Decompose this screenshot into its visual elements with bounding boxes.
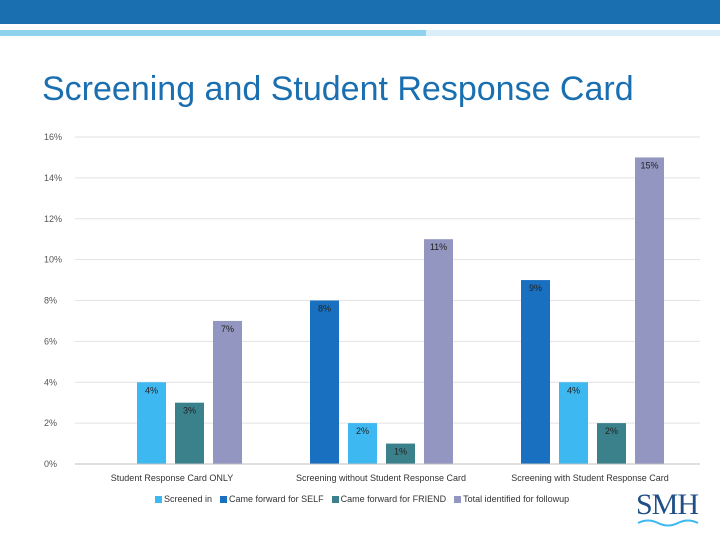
bar-chart: 0% 2% 4% 6% 8% 10% 12% 14% 16% 4% 3% 7% 8% 2% 1% 11% 9% 4… (44, 132, 700, 483)
y-tick-label: 14% (44, 173, 62, 183)
x-tick-label: Student Response Card ONLY (111, 473, 233, 483)
bar (175, 402, 204, 464)
y-tick-label: 0% (44, 459, 57, 469)
legend-label: Came forward for FRIEND (340, 494, 447, 504)
legend-swatch (454, 495, 462, 503)
bar-data-label: 11% (430, 242, 447, 252)
smh-logo: SMH (636, 488, 706, 528)
header-accent-strip-pale (426, 30, 720, 36)
bar-data-label: 8% (318, 304, 331, 314)
bar-data-label: 4% (567, 385, 580, 395)
bar-data-label: 4% (145, 385, 158, 395)
bar-data-label: 9% (529, 283, 542, 293)
bar (521, 280, 550, 464)
bar (424, 239, 453, 464)
legend-item: Total identified for followup (454, 494, 569, 504)
legend-label: Total identified for followup (463, 494, 570, 504)
bar-data-label: 1% (394, 447, 407, 457)
bar-data-label: 2% (356, 426, 369, 436)
bar (310, 300, 339, 464)
y-tick-label: 10% (44, 255, 62, 265)
y-tick-label: 12% (44, 214, 62, 224)
chart-legend: Screened in Came forward for SELF Came for… (155, 494, 569, 504)
y-tick-label: 4% (44, 377, 57, 387)
legend-label: Came forward for SELF (229, 494, 324, 504)
bar-data-label: 2% (605, 426, 618, 436)
legend-item: Screened in (155, 494, 212, 504)
bar (597, 423, 626, 464)
y-tick-label: 8% (44, 296, 57, 306)
bar-data-label: 3% (183, 406, 196, 416)
legend-swatch (220, 495, 228, 503)
bar (348, 423, 377, 464)
slide-title: Screening and Student Response Card (42, 70, 634, 108)
legend-swatch (331, 495, 339, 503)
legend-label: Screened in (164, 494, 213, 504)
bar-data-label: 15% (640, 160, 658, 170)
legend-item: Came forward for FRIEND (331, 494, 447, 504)
bar-data-label: 7% (221, 324, 234, 334)
header-band (0, 0, 720, 24)
bar (635, 157, 664, 464)
bar (559, 382, 588, 464)
y-tick-label: 2% (44, 418, 57, 428)
logo-wave-icon (637, 519, 699, 527)
x-tick-label: Screening with Student Response Card (511, 473, 669, 483)
legend-swatch (155, 495, 162, 503)
bar (213, 320, 242, 464)
header-accent-strip (0, 30, 426, 36)
bar (386, 443, 415, 464)
legend-item: Came forward for SELF (220, 494, 324, 504)
y-tick-label: 6% (44, 336, 57, 346)
bar (137, 382, 166, 464)
logo-text: SMH (636, 488, 699, 521)
y-tick-label: 16% (44, 132, 62, 142)
x-tick-label: Screening without Student Response Card (296, 473, 466, 483)
